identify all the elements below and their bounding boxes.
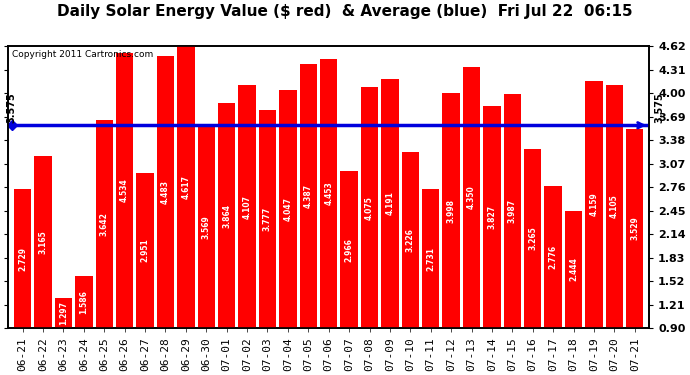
Bar: [524, 149, 542, 328]
Text: 4.387: 4.387: [304, 184, 313, 208]
Text: 4.453: 4.453: [324, 182, 333, 205]
Text: 3.165: 3.165: [39, 230, 48, 254]
Text: 2.951: 2.951: [141, 238, 150, 262]
Text: 3.827: 3.827: [487, 205, 496, 229]
Bar: [157, 57, 174, 328]
Text: 1.297: 1.297: [59, 301, 68, 325]
Text: 3.864: 3.864: [222, 204, 231, 228]
Bar: [483, 106, 501, 328]
Text: 4.159: 4.159: [589, 193, 598, 216]
Bar: [177, 46, 195, 328]
Text: 4.350: 4.350: [467, 185, 476, 209]
Bar: [585, 81, 602, 328]
Bar: [116, 53, 133, 328]
Bar: [422, 189, 440, 328]
Bar: [361, 87, 378, 328]
Bar: [442, 93, 460, 328]
Text: 4.075: 4.075: [365, 196, 374, 220]
Bar: [606, 85, 623, 328]
Text: 2.966: 2.966: [344, 238, 353, 262]
Text: 3.642: 3.642: [100, 212, 109, 236]
Text: 4.105: 4.105: [610, 195, 619, 219]
Text: 2.729: 2.729: [18, 247, 27, 271]
Text: 4.534: 4.534: [120, 178, 129, 202]
Text: 3.987: 3.987: [508, 199, 517, 223]
Bar: [463, 66, 480, 328]
Bar: [96, 120, 113, 328]
Text: 4.617: 4.617: [181, 175, 190, 199]
Bar: [544, 186, 562, 328]
Text: Daily Solar Energy Value ($ red)  & Average (blue)  Fri Jul 22  06:15: Daily Solar Energy Value ($ red) & Avera…: [57, 4, 633, 19]
Text: 4.483: 4.483: [161, 180, 170, 204]
Bar: [55, 298, 72, 328]
Bar: [299, 64, 317, 328]
Bar: [504, 94, 521, 328]
Text: 4.047: 4.047: [284, 197, 293, 221]
Bar: [239, 85, 256, 328]
Bar: [259, 110, 276, 328]
Bar: [14, 189, 31, 328]
Text: 3.569: 3.569: [201, 215, 210, 239]
Text: 4.191: 4.191: [386, 191, 395, 215]
Bar: [137, 172, 154, 328]
Bar: [340, 171, 358, 328]
Bar: [218, 104, 235, 328]
Text: 3.575: 3.575: [6, 92, 17, 123]
Text: 3.777: 3.777: [263, 207, 272, 231]
Bar: [382, 79, 399, 328]
Text: 2.444: 2.444: [569, 258, 578, 282]
Text: 1.586: 1.586: [79, 290, 88, 314]
Text: 2.731: 2.731: [426, 247, 435, 271]
Bar: [402, 152, 419, 328]
Text: 3.998: 3.998: [446, 199, 455, 223]
Bar: [34, 156, 52, 328]
Bar: [565, 211, 582, 328]
Text: 3.575: 3.575: [654, 92, 664, 123]
Text: 3.226: 3.226: [406, 228, 415, 252]
Bar: [626, 129, 644, 328]
Bar: [279, 90, 297, 328]
Bar: [320, 59, 337, 328]
Bar: [197, 126, 215, 328]
Bar: [75, 276, 92, 328]
Text: 3.529: 3.529: [630, 216, 639, 240]
Text: 2.776: 2.776: [549, 245, 558, 269]
Text: Copyright 2011 Cartronics.com: Copyright 2011 Cartronics.com: [12, 50, 152, 59]
Text: 4.107: 4.107: [243, 195, 252, 219]
Text: 3.265: 3.265: [529, 226, 538, 250]
